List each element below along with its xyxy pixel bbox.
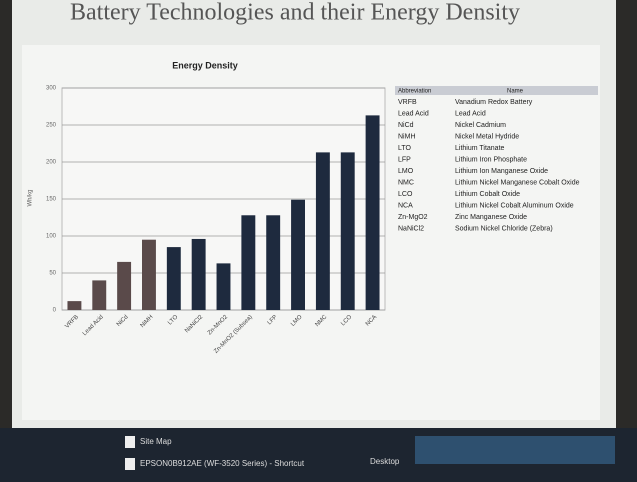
table-cell: Lead Acid [455,110,486,117]
table-cell: Lead Acid [398,110,429,117]
table-cell: Sodium Nickel Chloride (Zebra) [455,225,553,232]
table-cell: NMC [398,179,414,186]
y-tick-label: 150 [46,197,57,203]
y-tick-label: 200 [46,160,57,166]
table-cell: Nickel Metal Hydride [455,133,519,140]
table-cell: NiCd [398,122,414,129]
bar [67,301,82,310]
bar [92,280,107,310]
table-cell: LMO [398,168,414,175]
table-header: Name [507,89,524,95]
bar [340,152,355,310]
table-cell: Lithium Iron Phosphate [455,156,527,163]
table-cell: LCO [398,191,413,198]
slide-title: Battery Technologies and their Energy De… [70,0,520,26]
y-tick-label: 50 [49,271,56,277]
table-cell: Nickel Cadmium [455,122,506,129]
table-cell: VRFB [398,99,417,106]
bar [166,247,181,310]
table-cell: Lithium Nickel Cobalt Aluminum Oxide [455,202,574,209]
y-tick-label: 100 [46,234,57,240]
bar [191,238,206,310]
y-tick-label: 250 [46,123,57,129]
table-cell: Zn-MgO2 [398,214,428,221]
bar [315,152,330,310]
bar [117,261,132,310]
table-cell: Lithium Nickel Manganese Cobalt Oxide [455,179,580,186]
taskbar-item: Site Map [140,437,172,446]
table-cell: LTO [398,145,412,152]
taskbar-item: EPSON0B912AE (WF-3520 Series) - Shortcut [140,459,305,468]
table-cell: NCA [398,202,413,209]
file-icon [125,458,135,470]
y-tick-label: 0 [53,308,57,314]
bar [241,215,256,310]
table-cell: Lithium Ion Manganese Oxide [455,168,548,175]
taskbar-item: Desktop [370,457,400,466]
y-tick-label: 300 [46,86,57,92]
table-header: Abbreviation [398,89,431,95]
table-cell: Lithium Cobalt Oxide [455,191,520,198]
table-header-bg [395,86,598,95]
table-cell: Vanadium Redox Battery [455,99,533,106]
bar [365,115,380,310]
table-cell: NiMH [398,133,416,140]
table-cell: Lithium Titanate [455,145,505,152]
tray-icons [415,436,615,464]
table-cell: NaNiCl2 [398,225,424,232]
bar [216,263,231,310]
file-icon [125,436,135,448]
bar [266,215,281,310]
chart-title: Energy Density [172,60,238,70]
bar [142,239,156,310]
table-cell: Zinc Manganese Oxide [455,214,527,221]
y-axis-label: Wh/kg [28,189,34,206]
bar [291,199,305,310]
table-cell: LFP [398,156,411,163]
